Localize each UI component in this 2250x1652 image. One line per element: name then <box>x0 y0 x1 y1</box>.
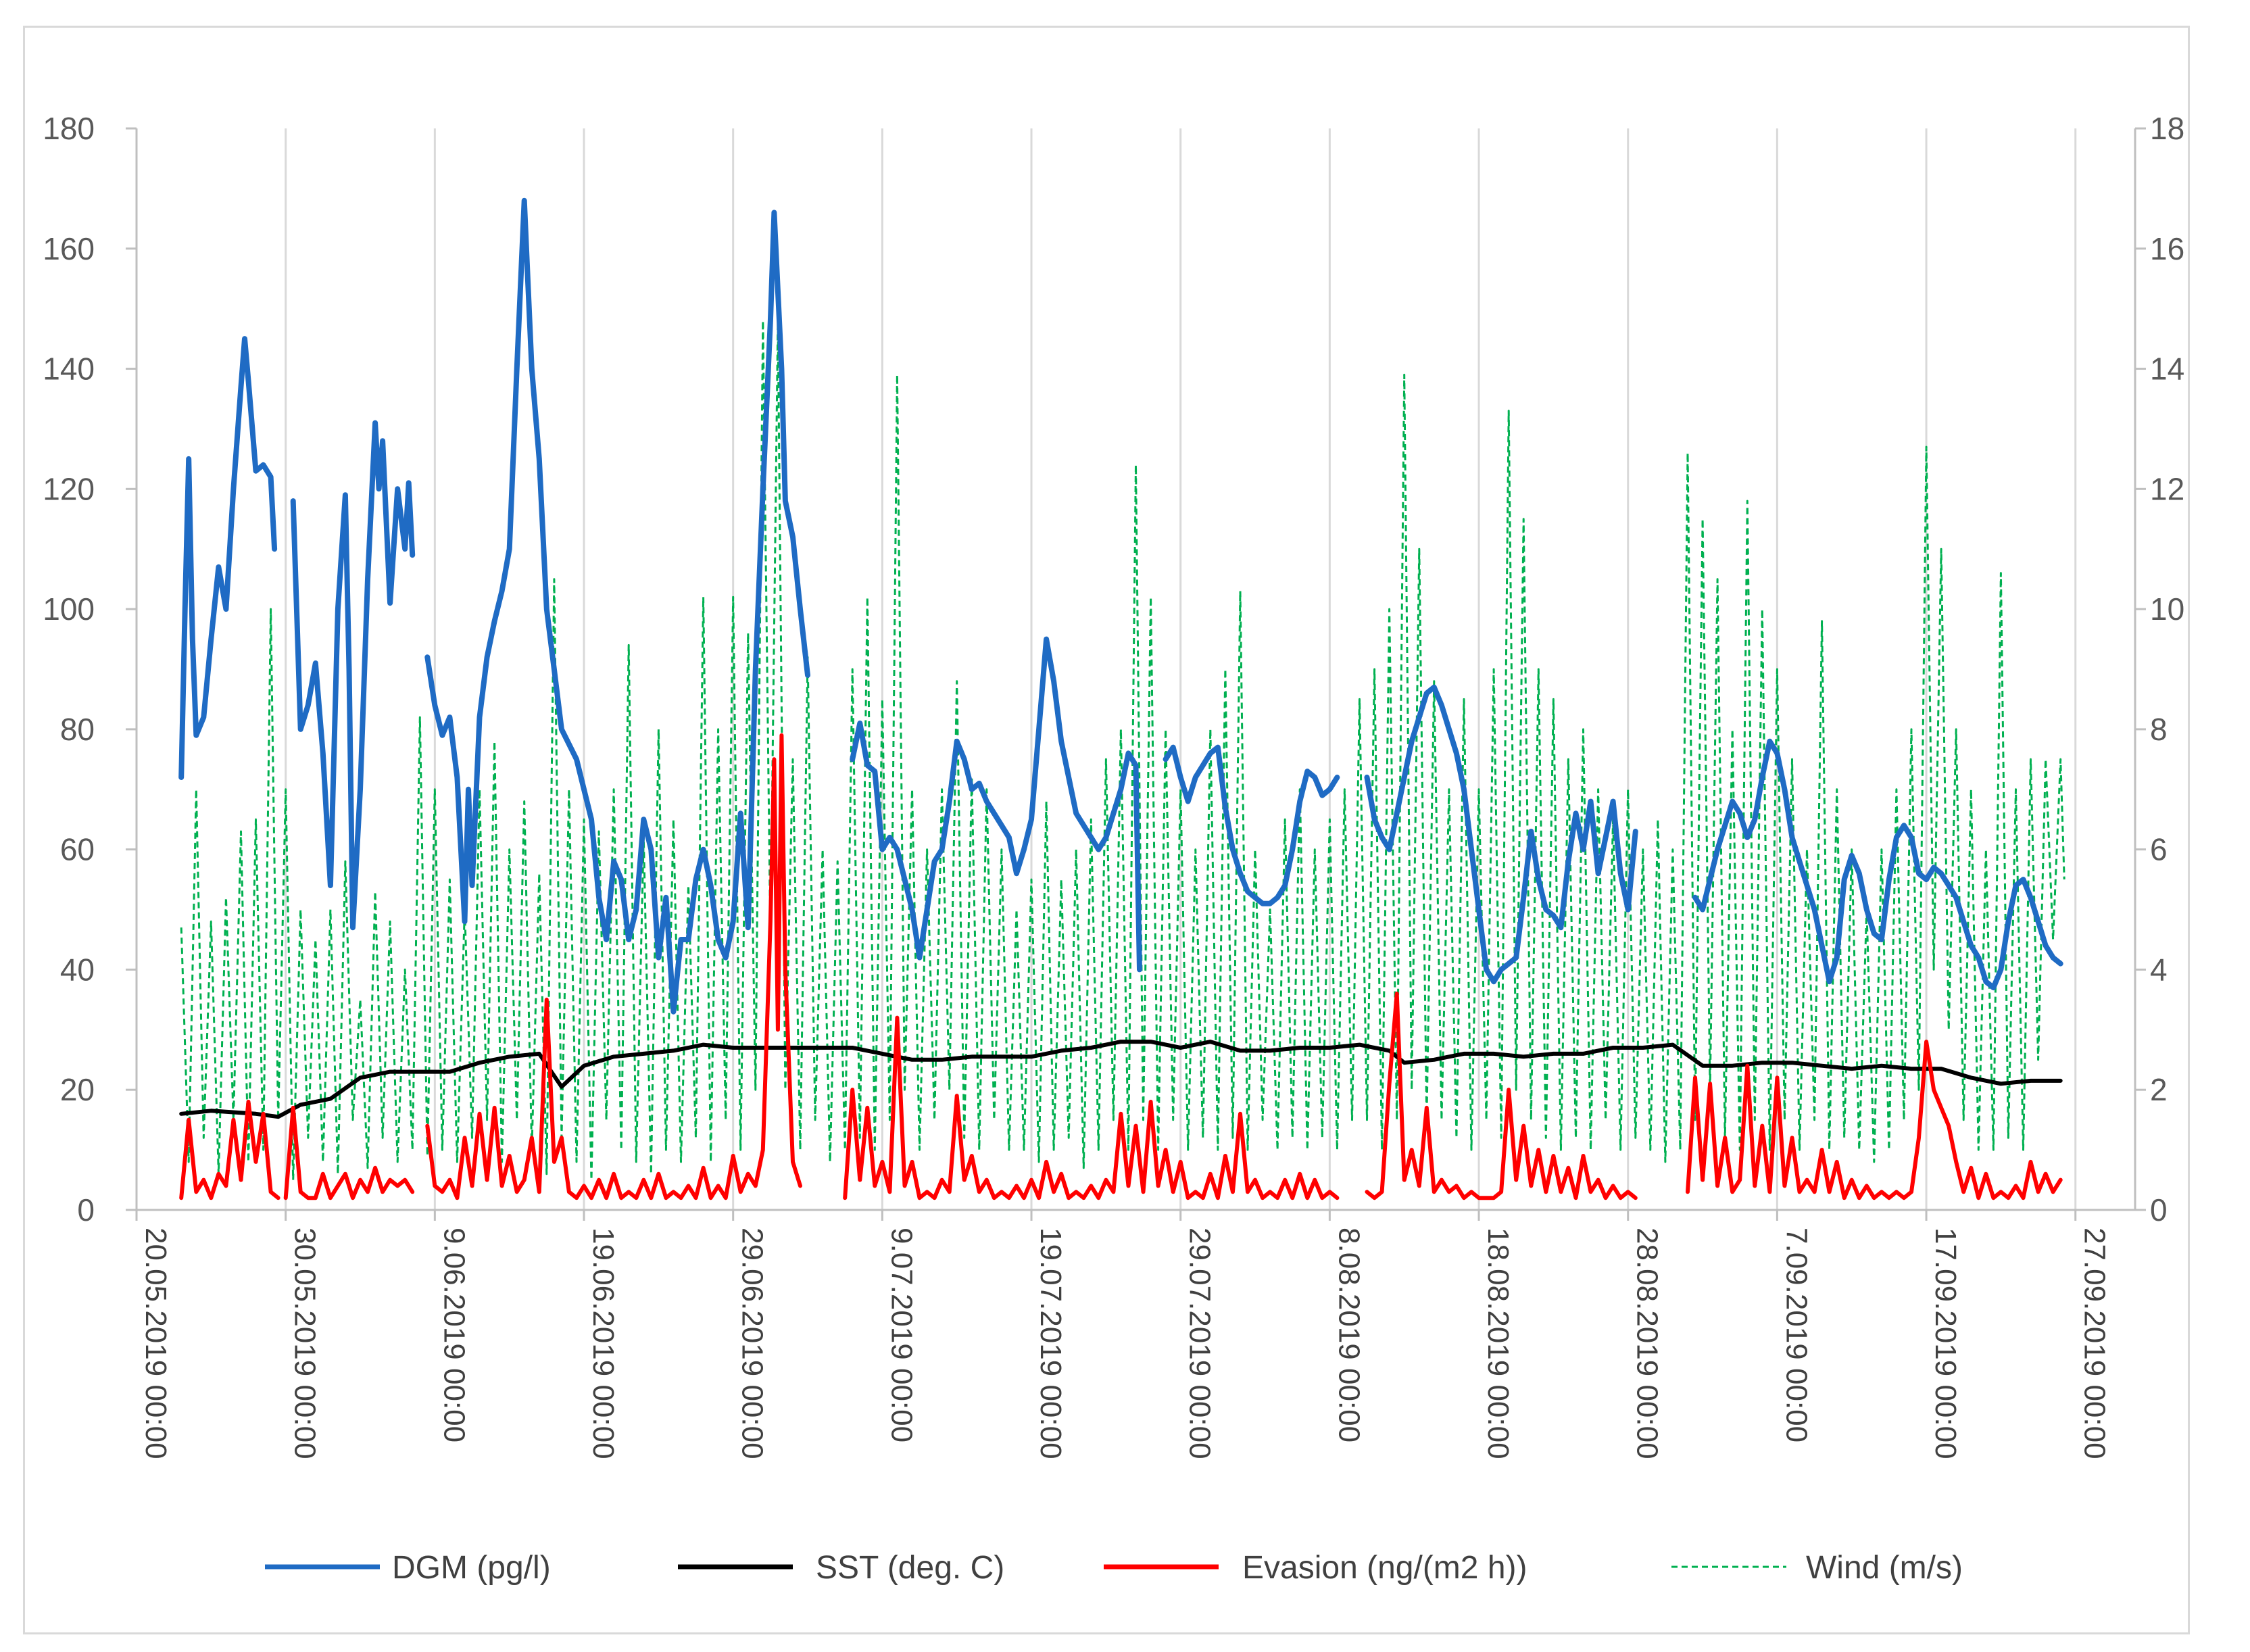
series-line-dgm-pg-l-7 <box>1692 738 2063 991</box>
series-sst-deg-c <box>179 1040 2063 1119</box>
x-tick-label: 27.09.2019 00:00 <box>2078 1228 2111 1459</box>
right-y-tick-label: 4 <box>2150 952 2168 987</box>
axes <box>135 128 2136 1211</box>
right-y-tick-label: 18 <box>2150 111 2184 146</box>
x-ticks: 20.05.2019 00:00 30.05.2019 00:00 9.06.201… <box>135 1210 2111 1459</box>
series-line-evasion-ng-m2-h-5 <box>1365 992 1638 1200</box>
left-y-tick-label: 0 <box>77 1192 95 1228</box>
series-line-dgm-pg-l-3 <box>424 197 810 1015</box>
series-line-dgm-pg-l-5 <box>1163 744 1340 906</box>
right-y-ticks: 0 2 4 6 8 10 12 14 16 18 <box>2135 111 2184 1228</box>
right-y-tick-label: 12 <box>2150 471 2184 506</box>
series-dgm-pg-l <box>178 197 2063 1015</box>
legend-label-wind-m-s: Wind (m/s) <box>1806 1550 1963 1586</box>
series-line-evasion-ng-m2-h-4 <box>843 1015 1340 1200</box>
x-tick-label: 19.06.2019 00:00 <box>587 1228 620 1459</box>
series-line-dgm-pg-l-2 <box>290 420 416 931</box>
left-y-tick-label: 160 <box>43 231 95 266</box>
series-line-wind-m-s-1 <box>180 319 2065 1182</box>
series-wind-m-s <box>180 319 2065 1182</box>
x-tick-label: 9.07.2019 00:00 <box>885 1228 918 1442</box>
left-y-tick-label: 120 <box>43 471 95 506</box>
legend-label-evasion-ng-m2-h: Evasion (ng/(m2 h)) <box>1242 1550 1527 1586</box>
x-tick-label: 20.05.2019 00:00 <box>139 1228 172 1459</box>
series-line-dgm-pg-l-6 <box>1364 684 1638 985</box>
series-line-dgm-pg-l-4 <box>850 636 1142 973</box>
x-tick-label: 29.07.2019 00:00 <box>1183 1228 1217 1459</box>
plot-area <box>178 197 2065 1200</box>
x-tick-label: 9.06.2019 00:00 <box>437 1228 470 1442</box>
legend-label-dgm-pg-l: DGM (pg/l) <box>392 1550 551 1586</box>
right-y-tick-label: 14 <box>2150 351 2184 387</box>
x-tick-label: 7.09.2019 00:00 <box>1780 1228 1813 1442</box>
series-line-evasion-ng-m2-h-2 <box>283 1105 415 1200</box>
right-y-tick-label: 10 <box>2150 591 2184 627</box>
x-tick-label: 19.07.2019 00:00 <box>1034 1228 1067 1459</box>
right-y-tick-label: 8 <box>2150 712 2168 747</box>
x-tick-label: 28.08.2019 00:00 <box>1631 1228 1664 1459</box>
series-evasion-ng-m2-h <box>179 733 2063 1200</box>
left-y-tick-label: 80 <box>60 712 95 747</box>
x-tick-label: 18.08.2019 00:00 <box>1482 1228 1515 1459</box>
left-y-tick-label: 100 <box>43 591 95 627</box>
left-y-tick-label: 180 <box>43 111 95 146</box>
series-line-evasion-ng-m2-h-1 <box>179 1100 280 1200</box>
series-line-evasion-ng-m2-h-3 <box>425 733 802 1200</box>
x-tick-label: 30.05.2019 00:00 <box>289 1228 322 1459</box>
series-line-sst-deg-c-1 <box>179 1040 2063 1119</box>
right-y-tick-label: 16 <box>2150 231 2184 266</box>
series-line-dgm-pg-l-1 <box>178 336 278 780</box>
legend: DGM (pg/l) SST (deg. C) Evasion (ng/(m2 h)… <box>265 1550 1963 1586</box>
chart-frame <box>23 26 2190 1634</box>
x-tick-label: 8.08.2019 00:00 <box>1332 1228 1365 1442</box>
x-tick-label: 17.09.2019 00:00 <box>1929 1228 1962 1459</box>
series-line-evasion-ng-m2-h-6 <box>1686 1040 2063 1200</box>
right-y-tick-label: 2 <box>2150 1072 2168 1107</box>
left-y-ticks: 0 20 40 60 80 100 120 140 160 180 <box>43 111 137 1228</box>
left-y-tick-label: 140 <box>43 351 95 387</box>
left-y-tick-label: 60 <box>60 832 95 867</box>
left-y-tick-label: 40 <box>60 952 95 987</box>
left-y-tick-label: 20 <box>60 1072 95 1107</box>
legend-label-sst-deg-c: SST (deg. C) <box>816 1550 1004 1586</box>
right-y-tick-label: 0 <box>2150 1192 2168 1228</box>
right-y-tick-label: 6 <box>2150 832 2168 867</box>
x-tick-label: 29.06.2019 00:00 <box>736 1228 769 1459</box>
